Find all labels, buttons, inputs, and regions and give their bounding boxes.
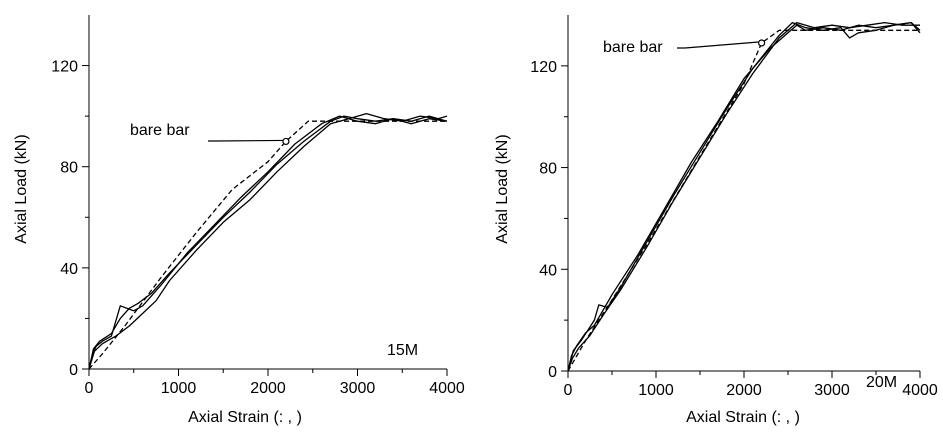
left-x-tick-label: 4000 bbox=[429, 380, 465, 397]
left-annotation-marker bbox=[282, 137, 290, 146]
left-bare-bar-annotation: bare bar bbox=[130, 122, 190, 139]
right-x-tick-label: 2000 bbox=[726, 382, 762, 399]
left-chart-panel: Axial Load (kN) Axial Strain (: , ) 15M … bbox=[13, 15, 465, 426]
left-x-tick-label: 1000 bbox=[161, 380, 197, 397]
right-bare-bar-annotation: bare bar bbox=[603, 39, 663, 56]
left-y-tick-label: 40 bbox=[60, 261, 78, 278]
left-y-tick-label: 120 bbox=[51, 59, 78, 76]
right-x-axis-title: Axial Strain (: , ) bbox=[686, 409, 800, 426]
right-x-tick-label: 0 bbox=[564, 382, 573, 399]
right-chart-panel: Axial Load (kN) Axial Strain (: , ) 20M … bbox=[494, 15, 938, 426]
right-y-tick-label: 120 bbox=[530, 59, 557, 76]
left-x-tick-label: 0 bbox=[85, 380, 94, 397]
left-series-specimen-3 bbox=[88, 112, 448, 370]
right-series-specimen-1 bbox=[567, 21, 921, 372]
right-annotation-leader bbox=[677, 41, 759, 49]
right-y-tick-label: 80 bbox=[539, 161, 557, 178]
left-x-tick-label: 2000 bbox=[250, 380, 286, 397]
right-y-axis-title: Axial Load (kN) bbox=[494, 134, 511, 243]
left-panel-tag: 15M bbox=[387, 342, 418, 359]
left-x-tick-label: 3000 bbox=[340, 380, 376, 397]
right-y-tick-label: 40 bbox=[539, 262, 557, 279]
left-series-specimen-1 bbox=[88, 115, 448, 370]
left-y-tick-label: 0 bbox=[69, 362, 78, 379]
left-series-bare-bar bbox=[88, 120, 447, 370]
right-series-specimen-3 bbox=[567, 21, 920, 372]
right-x-tick-label: 3000 bbox=[814, 382, 850, 399]
right-panel-tag: 20M bbox=[866, 374, 897, 391]
left-x-axis-title: Axial Strain (: , ) bbox=[188, 409, 302, 426]
right-series-specimen-2 bbox=[567, 21, 921, 372]
left-annotation-leader bbox=[208, 139, 283, 142]
right-x-tick-label: 4000 bbox=[902, 382, 938, 399]
right-annotation-marker bbox=[757, 39, 766, 47]
left-y-axis-title: Axial Load (kN) bbox=[13, 134, 30, 243]
right-y-tick-label: 0 bbox=[548, 364, 557, 381]
right-x-tick-label: 1000 bbox=[638, 382, 674, 399]
left-y-tick-label: 80 bbox=[60, 160, 78, 177]
left-series-specimen-2 bbox=[88, 115, 448, 370]
